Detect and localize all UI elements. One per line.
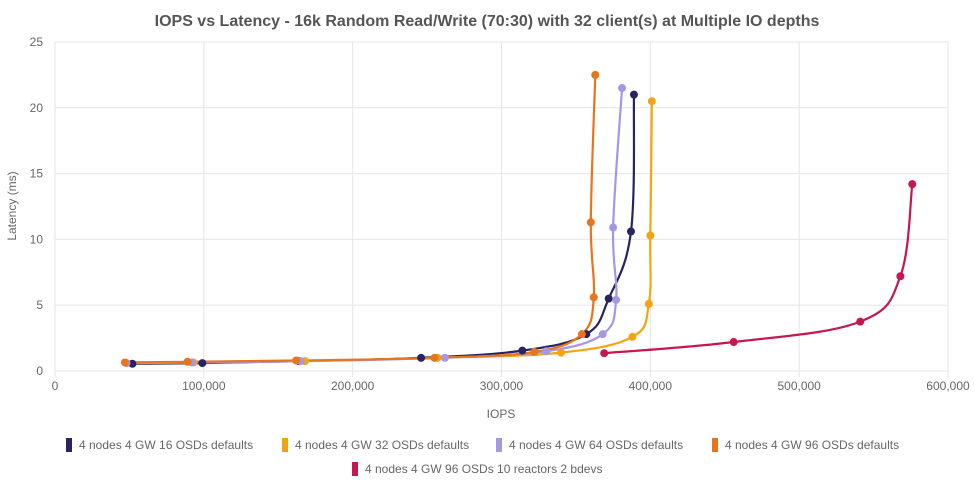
legend-item[interactable]: 4 nodes 4 GW 96 OSDs defaults — [712, 438, 899, 452]
data-point[interactable] — [609, 223, 618, 232]
data-point[interactable] — [908, 180, 917, 189]
legend-item[interactable]: 4 nodes 4 GW 96 OSDs 10 reactors 2 bdevs — [352, 462, 602, 476]
legend: 4 nodes 4 GW 16 OSDs defaults 4 nodes 4 G… — [66, 438, 899, 476]
legend-label: 4 nodes 4 GW 16 OSDs defaults — [79, 438, 253, 452]
chart-title: IOPS vs Latency - 16k Random Read/Write … — [155, 13, 820, 30]
legend-label: 4 nodes 4 GW 32 OSDs defaults — [295, 438, 469, 452]
legend-label: 4 nodes 4 GW 64 OSDs defaults — [509, 438, 683, 452]
x-tick-label: 0 — [52, 379, 59, 393]
data-point[interactable] — [629, 90, 638, 99]
data-point[interactable] — [896, 272, 905, 281]
data-point[interactable] — [586, 218, 595, 227]
x-tick-label: 600,000 — [926, 379, 970, 393]
x-tick-label: 500,000 — [777, 379, 821, 393]
series-lines — [124, 74, 914, 365]
legend-item[interactable]: 4 nodes 4 GW 64 OSDs defaults — [496, 438, 683, 452]
x-axis-ticks: 0 100,000 200,000 300,000 400,000 500,000 600,… — [52, 379, 970, 393]
series-line-1 — [132, 94, 636, 365]
data-point[interactable] — [729, 338, 738, 347]
data-point[interactable] — [128, 359, 137, 368]
data-point[interactable] — [628, 332, 637, 341]
data-point[interactable] — [577, 330, 586, 339]
series-line-3 — [126, 88, 624, 365]
legend-item[interactable]: 4 nodes 4 GW 16 OSDs defaults — [66, 438, 253, 452]
grid — [54, 41, 949, 377]
legend-swatch — [282, 438, 288, 452]
data-point[interactable] — [598, 330, 607, 339]
data-point[interactable] — [647, 97, 656, 106]
data-point[interactable] — [644, 299, 653, 308]
series-line-4 — [124, 74, 597, 364]
data-point[interactable] — [440, 353, 449, 362]
legend-swatch — [352, 462, 358, 476]
data-point[interactable] — [518, 346, 527, 355]
data-point[interactable] — [626, 227, 635, 236]
data-point[interactable] — [557, 348, 566, 357]
x-tick-label: 300,000 — [480, 379, 524, 393]
data-point[interactable] — [591, 70, 600, 79]
y-axis-title: Latency (ms) — [5, 171, 19, 240]
data-point[interactable] — [198, 359, 207, 368]
data-point[interactable] — [542, 347, 551, 356]
y-axis-ticks: 0 5 10 15 20 25 — [30, 35, 44, 378]
legend-swatch — [496, 438, 502, 452]
y-tick-label: 15 — [30, 167, 44, 181]
series-points — [120, 70, 917, 368]
data-point[interactable] — [589, 293, 598, 302]
legend-swatch — [712, 438, 718, 452]
y-tick-label: 0 — [36, 364, 43, 378]
data-point[interactable] — [530, 347, 539, 356]
data-point[interactable] — [618, 84, 627, 93]
data-point[interactable] — [417, 353, 426, 362]
legend-label: 4 nodes 4 GW 96 OSDs 10 reactors 2 bdevs — [365, 462, 602, 476]
legend-label: 4 nodes 4 GW 96 OSDs defaults — [725, 438, 899, 452]
series-line-2 — [126, 101, 653, 365]
x-tick-label: 400,000 — [629, 379, 673, 393]
legend-swatch — [66, 438, 72, 452]
series-line-5 — [604, 183, 914, 355]
data-point[interactable] — [612, 295, 621, 304]
x-tick-label: 200,000 — [331, 379, 375, 393]
data-point[interactable] — [856, 317, 865, 326]
data-point[interactable] — [604, 294, 613, 303]
data-point[interactable] — [120, 358, 129, 367]
data-point[interactable] — [600, 349, 609, 358]
y-tick-label: 25 — [30, 35, 44, 49]
data-point[interactable] — [646, 231, 655, 240]
data-point[interactable] — [183, 357, 192, 366]
y-tick-label: 20 — [30, 101, 44, 115]
x-tick-label: 100,000 — [182, 379, 226, 393]
legend-item[interactable]: 4 nodes 4 GW 32 OSDs defaults — [282, 438, 469, 452]
data-point[interactable] — [292, 356, 301, 365]
y-tick-label: 5 — [36, 298, 43, 312]
y-tick-label: 10 — [30, 232, 44, 246]
x-axis-title: IOPS — [487, 407, 516, 421]
data-point[interactable] — [430, 353, 439, 362]
